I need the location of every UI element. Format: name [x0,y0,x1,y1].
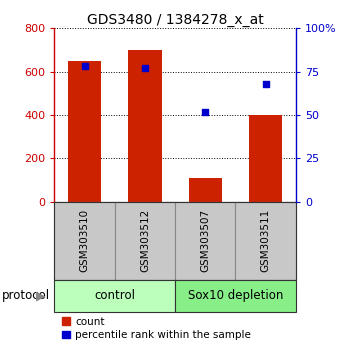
Point [82,64,87,69]
Text: GSM303510: GSM303510 [80,209,89,272]
Title: GDS3480 / 1384278_x_at: GDS3480 / 1384278_x_at [87,13,264,27]
Point [203,109,208,114]
Point [142,65,148,71]
Text: protocol: protocol [2,289,50,302]
Bar [235,202,296,280]
Text: GSM303512: GSM303512 [140,209,150,272]
Text: Sox10 depletion: Sox10 depletion [188,289,283,302]
Bar [189,178,222,202]
Text: GSM303507: GSM303507 [200,209,210,272]
Bar [175,202,235,280]
Text: control: control [94,289,135,302]
Bar [68,61,101,202]
Point [263,81,268,87]
Bar [175,280,296,312]
Text: ▶: ▶ [36,289,46,302]
Bar [128,50,162,202]
Bar [115,202,175,280]
Bar [249,115,282,202]
Text: GSM303511: GSM303511 [261,209,271,272]
Bar [54,202,115,280]
Legend: count, percentile rank within the sample: count, percentile rank within the sample [62,317,251,340]
Bar [54,280,175,312]
